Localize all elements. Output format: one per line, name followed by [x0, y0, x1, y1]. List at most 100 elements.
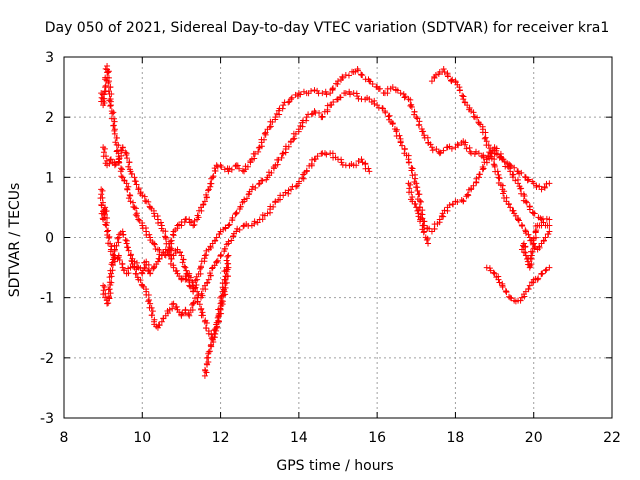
data-point-track-f	[487, 145, 494, 152]
data-point-track-a	[188, 218, 195, 225]
data-point-track-c	[366, 168, 373, 175]
data-point-track-b	[268, 169, 275, 176]
data-point-track-c	[103, 208, 110, 215]
data-point-track-a	[413, 114, 420, 121]
data-point-track-f	[491, 156, 498, 163]
data-point-track-d	[128, 258, 135, 265]
data-point-track-b	[118, 152, 125, 159]
data-point-track-c	[230, 233, 237, 240]
data-point-track-g	[496, 279, 503, 286]
data-point-track-g	[543, 266, 550, 273]
data-point-track-a	[194, 212, 201, 219]
data-point-track-a	[255, 144, 262, 151]
data-point-track-a	[295, 90, 302, 97]
data-point-track-c	[234, 225, 241, 232]
data-point-track-a	[272, 114, 279, 121]
data-point-track-b	[176, 249, 183, 256]
data-point-track-c	[282, 189, 289, 196]
data-point-track-a	[151, 241, 158, 248]
data-point-track-a	[359, 72, 366, 79]
data-point-track-b	[249, 183, 256, 190]
data-point-track-d	[156, 322, 163, 329]
data-point-track-a	[186, 219, 193, 226]
data-point-track-b	[538, 216, 545, 223]
data-point-track-c	[99, 194, 106, 201]
data-point-track-d	[166, 306, 173, 313]
data-point-track-a	[209, 174, 216, 181]
data-point-track-a	[102, 82, 109, 89]
data-point-track-a	[297, 91, 304, 98]
data-point-track-a	[308, 87, 315, 94]
data-point-track-b	[405, 159, 412, 166]
data-point-track-a	[421, 132, 428, 139]
data-point-track-a	[244, 163, 251, 170]
data-point-track-b	[201, 252, 208, 259]
y-tick-label: -1	[40, 291, 54, 307]
data-point-track-b	[126, 159, 133, 166]
data-point-track-d	[179, 309, 186, 316]
data-point-track-a	[339, 74, 346, 81]
data-point-track-a	[207, 180, 214, 187]
data-point-track-c	[270, 203, 277, 210]
data-point-track-c	[321, 150, 328, 157]
data-point-track-b	[438, 212, 445, 219]
data-point-track-a	[115, 142, 122, 149]
data-point-track-b	[371, 100, 378, 107]
data-point-track-a	[300, 88, 307, 95]
data-point-track-d	[139, 282, 146, 289]
data-point-track-a	[236, 165, 243, 172]
data-point-track-b	[543, 215, 550, 222]
data-point-track-a	[252, 150, 259, 157]
data-point-track-f	[515, 217, 522, 224]
data-point-track-e	[223, 264, 230, 271]
data-point-track-f	[448, 77, 455, 84]
data-point-track-g	[525, 286, 532, 293]
data-point-track-b	[278, 154, 285, 161]
data-point-track-a	[124, 186, 131, 193]
data-point-track-c	[156, 256, 163, 263]
data-point-track-h	[520, 240, 527, 247]
data-point-track-a	[261, 136, 268, 143]
data-point-track-h	[520, 249, 527, 256]
data-point-track-a	[440, 147, 447, 154]
data-point-track-b	[197, 270, 204, 277]
data-point-track-c	[142, 265, 149, 272]
data-point-track-i	[420, 229, 427, 236]
x-tick-label: 18	[447, 430, 465, 446]
data-point-track-h	[529, 248, 536, 255]
data-point-track-b	[197, 263, 204, 270]
data-point-track-a	[345, 72, 352, 79]
data-point-track-g	[542, 267, 549, 274]
data-point-track-d	[196, 301, 203, 308]
data-point-track-h	[522, 249, 529, 256]
data-point-track-e	[217, 294, 224, 301]
data-point-track-b	[216, 231, 223, 238]
data-point-track-b	[255, 181, 262, 188]
y-tick-label: 3	[45, 50, 54, 66]
data-point-track-b	[229, 214, 236, 221]
data-point-track-b	[476, 171, 483, 178]
data-point-track-b	[133, 181, 140, 188]
data-point-track-d	[198, 306, 204, 313]
data-point-track-a	[288, 96, 295, 103]
data-point-track-d	[203, 325, 210, 332]
data-point-track-b	[493, 147, 500, 154]
data-point-track-a	[327, 90, 334, 97]
data-point-track-d	[127, 252, 134, 259]
data-point-track-c	[214, 257, 221, 264]
data-point-track-b	[259, 177, 266, 184]
data-point-track-b	[413, 184, 420, 191]
data-point-track-e	[218, 299, 225, 306]
data-point-track-a	[329, 86, 336, 93]
data-point-track-c	[166, 252, 173, 259]
data-point-track-c	[194, 288, 201, 295]
data-point-track-b	[346, 88, 353, 95]
data-point-track-d	[158, 318, 165, 325]
data-point-track-e	[222, 273, 229, 280]
data-point-track-b	[279, 150, 286, 157]
data-point-track-b	[111, 162, 118, 169]
data-point-track-b	[401, 145, 408, 152]
data-point-track-e	[203, 354, 210, 361]
data-point-track-e	[201, 366, 208, 373]
data-point-track-c	[98, 202, 105, 209]
